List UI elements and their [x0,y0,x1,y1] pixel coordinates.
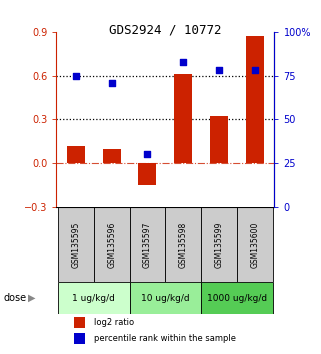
Text: GSM135596: GSM135596 [107,221,116,268]
Point [73,73,78,79]
Bar [201,207,237,282]
Bar [201,282,273,314]
Bar [174,74,192,163]
Text: GSM135599: GSM135599 [214,221,223,268]
Point [252,68,257,73]
Bar [74,333,85,344]
Point [109,80,114,85]
Text: ▶: ▶ [28,293,36,303]
Text: 10 ug/kg/d: 10 ug/kg/d [141,294,190,303]
Bar [94,207,130,282]
Text: GSM135597: GSM135597 [143,221,152,268]
Bar [58,207,94,282]
Text: GSM135600: GSM135600 [250,221,259,268]
Point [145,152,150,157]
Bar [103,149,121,163]
Bar [130,282,201,314]
Bar [246,36,264,163]
Bar [210,116,228,163]
Bar [237,207,273,282]
Point [181,59,186,64]
Text: dose: dose [3,293,26,303]
Point [216,68,221,73]
Text: GDS2924 / 10772: GDS2924 / 10772 [109,23,221,36]
Text: 1 ug/kg/d: 1 ug/kg/d [72,294,115,303]
Bar [138,163,156,185]
Text: log2 ratio: log2 ratio [94,318,134,327]
Bar [67,145,85,163]
Text: percentile rank within the sample: percentile rank within the sample [94,334,236,343]
Text: 1000 ug/kg/d: 1000 ug/kg/d [207,294,267,303]
Bar [58,282,130,314]
Text: GSM135598: GSM135598 [179,221,188,268]
Bar [74,317,85,328]
Bar [130,207,165,282]
Bar [165,207,201,282]
Text: GSM135595: GSM135595 [71,221,80,268]
